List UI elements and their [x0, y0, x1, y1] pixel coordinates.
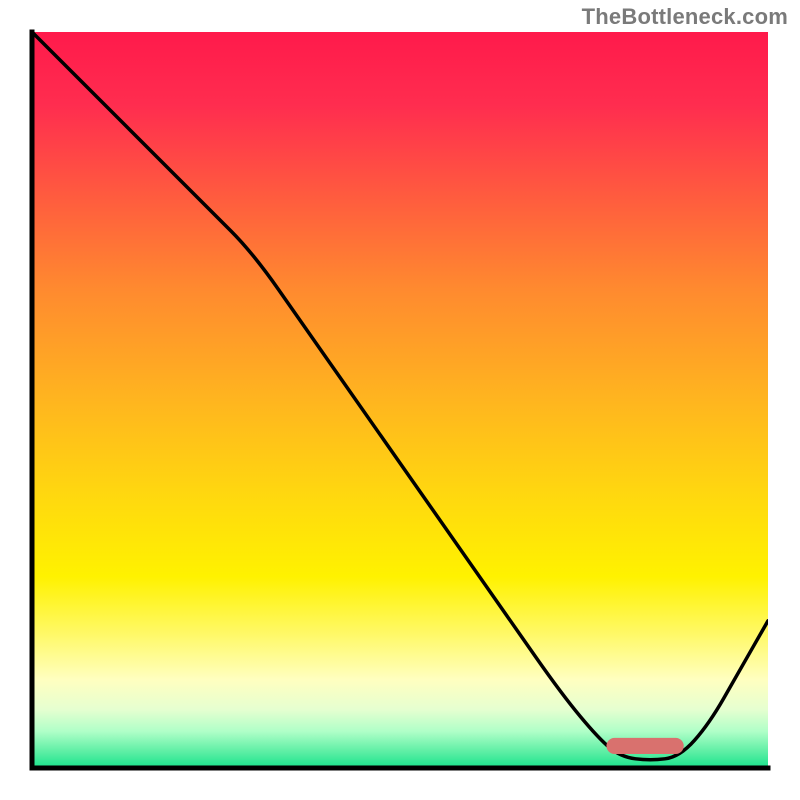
optimal-zone-marker	[606, 738, 683, 754]
chart-container: { "watermark": { "text": "TheBottleneck.…	[0, 0, 800, 800]
bottleneck-curve-chart	[0, 0, 800, 800]
watermark-text: TheBottleneck.com	[582, 4, 788, 30]
